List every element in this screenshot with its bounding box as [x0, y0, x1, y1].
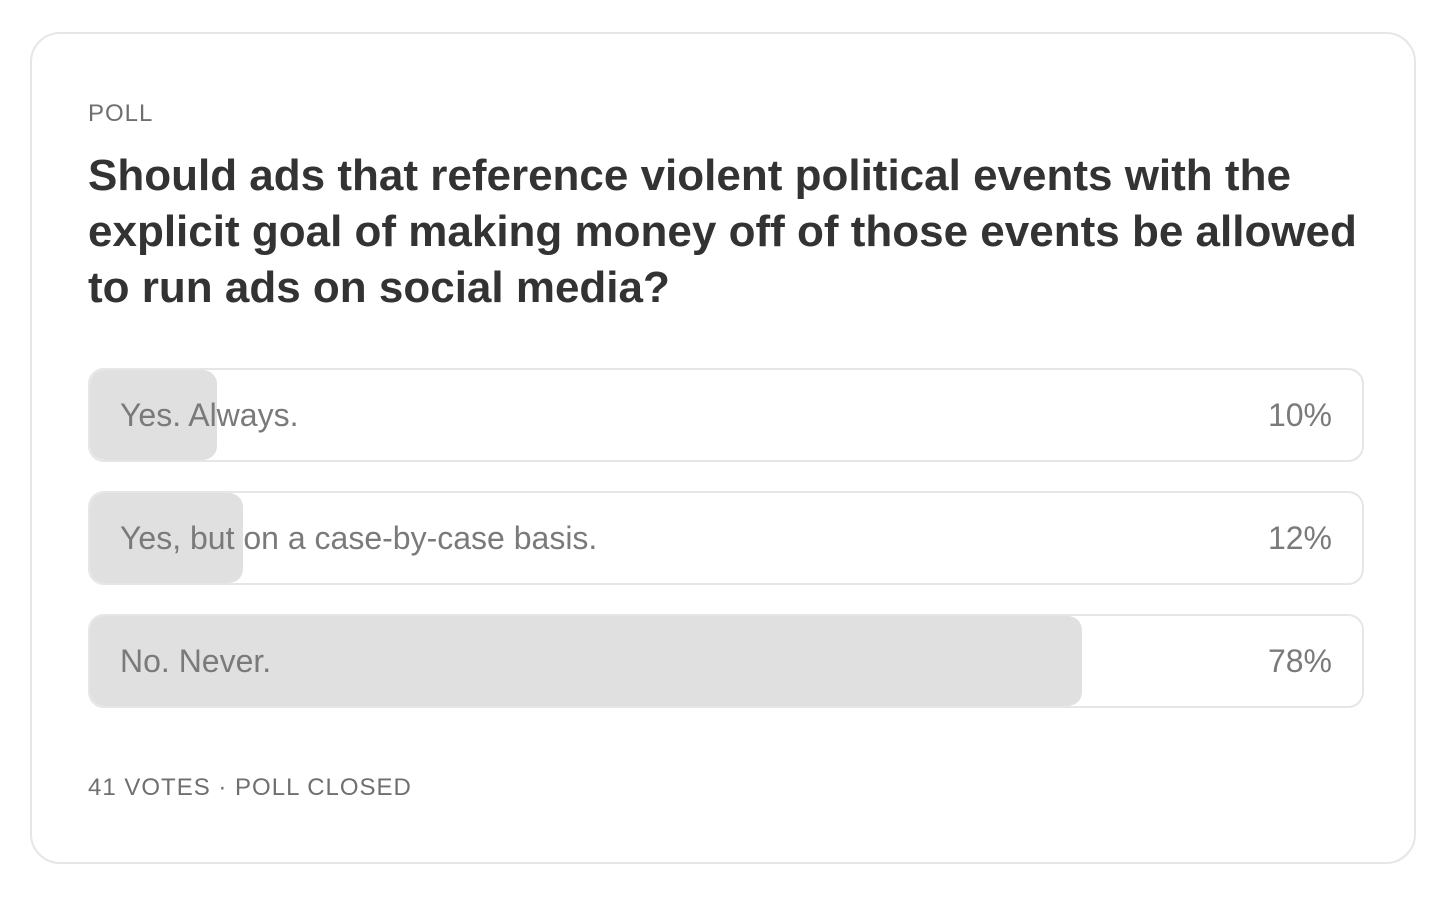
- poll-option-label: No. Never.: [120, 643, 272, 679]
- poll-option-label: Yes, but on a case-by-case basis.: [120, 520, 598, 556]
- poll-option-percent: 78%: [1267, 643, 1332, 679]
- poll-option-bar: [90, 493, 243, 583]
- poll-option-percent: 12%: [1267, 520, 1332, 556]
- poll-option-bar: [90, 370, 218, 460]
- poll-option-label: Yes. Always.: [120, 397, 299, 433]
- poll-footer: 41 VOTES · POLL CLOSED: [88, 774, 412, 801]
- poll-card: POLL Should ads that reference violent p…: [30, 32, 1416, 864]
- poll-option-bar: [90, 616, 1083, 706]
- poll-label: POLL: [88, 100, 154, 127]
- poll-option-no-never[interactable]: No. Never. 78%: [88, 614, 1364, 708]
- poll-question: Should ads that reference violent politi…: [88, 151, 1357, 312]
- poll-options: Yes. Always. 10% Yes, but on a case-by-c…: [88, 368, 1364, 737]
- poll-option-percent: 10%: [1267, 397, 1332, 433]
- poll-option-yes-always[interactable]: Yes. Always. 10%: [88, 368, 1364, 462]
- poll-option-yes-case-by-case[interactable]: Yes, but on a case-by-case basis. 12%: [88, 491, 1364, 585]
